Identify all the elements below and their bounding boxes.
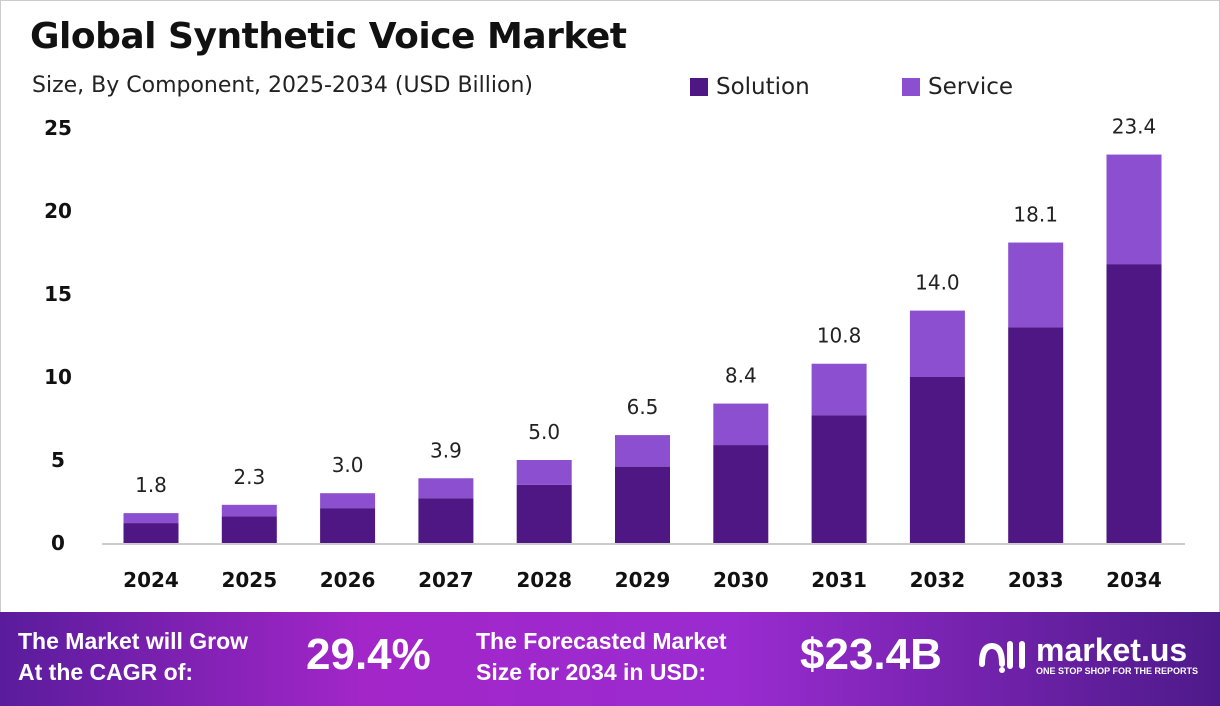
bar-solution-2034 [1106,264,1162,543]
chart-title: Global Synthetic Voice Market [30,16,627,57]
bar-service-2027 [418,478,474,499]
bar-service-2029 [615,435,670,467]
legend-swatch-service [902,78,920,96]
summary-banner: The Market will Grow At the CAGR of: 29.… [0,612,1220,706]
bar-solution-2025 [221,516,277,543]
x-tick-label: 2033 [1008,568,1064,592]
market-us-logo: market.us ONE STOP SHOP FOR THE REPORTS [978,634,1198,677]
bar-solution-2026 [320,508,376,543]
legend-item-solution: Solution [690,74,810,100]
x-tick-label: 2029 [615,568,671,592]
bar-service-2025 [221,504,277,517]
legend-label-service: Service [928,74,1014,100]
bar-solution-2028 [516,484,572,543]
data-label-total: 3.9 [430,438,462,462]
logo-icon [979,640,1025,673]
x-tick-label: 2025 [221,568,277,592]
data-label-total: 18.1 [1013,203,1058,227]
data-label-total: 10.8 [817,324,862,348]
data-label-total: 2.3 [233,465,265,489]
chart-subtitle: Size, By Component, 2025-2034 (USD Billi… [32,73,533,98]
bar-solution-2027 [418,498,474,543]
x-tick-label: 2028 [516,568,572,592]
bar-service-2033 [1008,242,1064,328]
x-tick-label: 2024 [123,568,179,592]
bar-service-2024 [123,513,179,524]
y-tick-label: 25 [44,116,72,140]
x-tick-label: 2027 [418,568,474,592]
legend-label-solution: Solution [716,74,810,100]
legend-swatch-solution [690,78,708,96]
logo-tagline: ONE STOP SHOP FOR THE REPORTS [1036,666,1199,676]
y-tick-label: 20 [44,199,72,223]
x-tick-label: 2031 [811,568,867,592]
y-tick-label: 5 [51,448,65,472]
logo-name: market.us [1036,632,1188,668]
forecast-label-line2: Size for 2034 in USD: [476,659,707,685]
x-tick-label: 2030 [713,568,769,592]
bar-service-2030 [713,403,769,446]
cagr-label-line2: At the CAGR of: [18,659,194,685]
bar-chart: 05101520251.820242.320253.020263.920275.… [44,115,1185,592]
cagr-label-line1: The Market will Grow [18,628,249,654]
x-tick-label: 2026 [320,568,376,592]
y-tick-label: 15 [44,282,72,306]
data-label-total: 1.8 [135,473,167,497]
bar-service-2031 [811,363,867,416]
bar-solution-2033 [1008,327,1064,543]
data-label-total: 5.0 [528,420,560,444]
cagr-value: 29.4% [306,630,431,679]
legend-item-service: Service [902,74,1013,100]
y-tick-label: 0 [51,531,65,555]
data-label-total: 8.4 [725,364,757,388]
forecast-label: The Forecasted Market Size for 2034 in U… [476,626,727,688]
data-label-total: 3.0 [332,453,364,477]
bar-service-2026 [320,493,376,509]
forecast-label-line1: The Forecasted Market [476,628,727,654]
x-tick-label: 2034 [1106,568,1162,592]
forecast-value: $23.4B [800,630,942,679]
bar-service-2034 [1106,154,1162,265]
bar-solution-2032 [909,377,965,543]
bar-solution-2030 [713,445,769,543]
bar-service-2032 [909,310,965,377]
bar-solution-2024 [123,523,179,543]
bar-service-2028 [516,460,572,485]
cagr-label: The Market will Grow At the CAGR of: [18,626,248,688]
data-label-total: 23.4 [1112,115,1157,139]
y-tick-label: 10 [44,365,72,389]
x-tick-label: 2032 [910,568,966,592]
bar-solution-2029 [615,466,670,543]
bar-solution-2031 [811,415,867,543]
data-label-total: 6.5 [627,395,659,419]
data-label-total: 14.0 [915,271,960,295]
